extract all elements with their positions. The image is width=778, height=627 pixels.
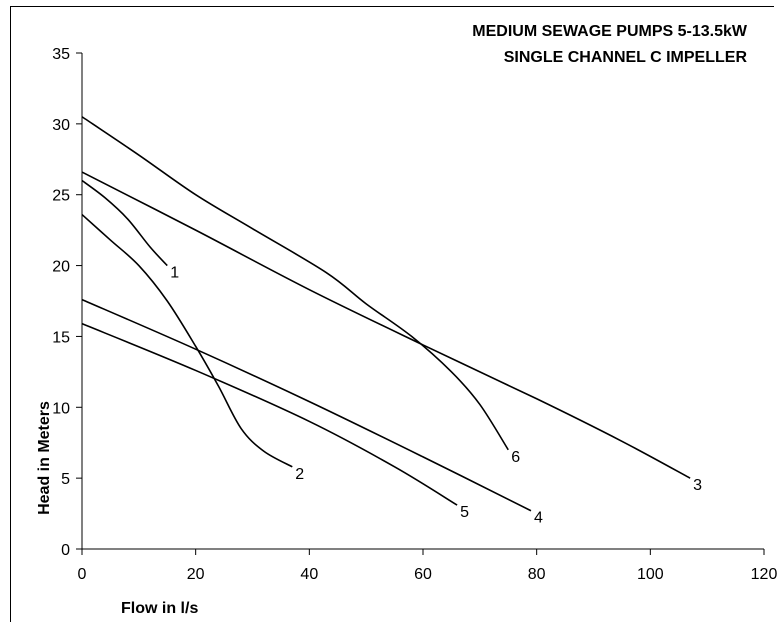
curve-label-1: 1: [170, 265, 179, 282]
chart-frame: [10, 6, 774, 622]
chart-title-line-2: SINGLE CHANNEL C IMPELLER: [504, 49, 748, 66]
x-tick-label: 60: [414, 566, 432, 583]
x-tick-label: 100: [637, 566, 664, 583]
y-tick-label: 35: [52, 46, 70, 63]
x-tick-label: 40: [300, 566, 318, 583]
y-tick-label: 25: [52, 188, 70, 205]
curve-label-5: 5: [460, 504, 469, 521]
x-tick-label: 80: [528, 566, 546, 583]
curve-label-6: 6: [511, 449, 520, 466]
y-tick-label: 0: [61, 542, 70, 559]
x-tick-label: 20: [187, 566, 205, 583]
y-tick-label: 30: [52, 117, 70, 134]
curve-3: [81, 171, 691, 479]
x-axis-label: Flow in l/s: [121, 600, 198, 617]
x-tick-label: 120: [751, 566, 778, 583]
y-axis-label: Head in Meters: [36, 401, 53, 515]
curves-group: 1 2 3 4 5 6: [81, 116, 702, 527]
curve-4: [81, 298, 532, 512]
y-tick-label: 10: [52, 400, 70, 417]
y-tick-label: 5: [61, 471, 70, 488]
chart-title-line-1: MEDIUM SEWAGE PUMPS 5-13.5kW: [472, 23, 748, 40]
x-tick-label: 0: [78, 566, 87, 583]
curve-6: [81, 116, 509, 451]
curve-label-2: 2: [295, 466, 304, 483]
curve-1: [81, 179, 168, 267]
y-tick-label: 20: [52, 259, 70, 276]
curve-5: [81, 322, 458, 506]
curve-2: [81, 213, 293, 468]
y-tick-label: 15: [52, 329, 70, 346]
curve-label-4: 4: [534, 510, 543, 527]
curve-label-3: 3: [693, 477, 702, 494]
